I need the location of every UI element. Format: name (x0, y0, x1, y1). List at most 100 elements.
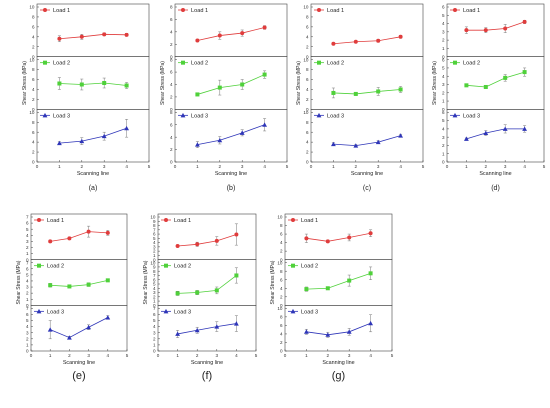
legend-label: Load 2 (463, 61, 480, 67)
y-tick-label: 10 (303, 5, 309, 10)
x-tick-label: 2 (196, 353, 199, 358)
x-tick-label: 4 (399, 164, 402, 169)
y-tick-label: 8 (32, 120, 35, 125)
x-tick-label: 0 (446, 164, 449, 169)
legend-marker (290, 308, 296, 314)
series-line (197, 27, 265, 41)
y-tick-label: 7 (26, 260, 29, 265)
panel-frame (36, 109, 150, 163)
data-point (262, 25, 267, 30)
data-point (214, 238, 219, 243)
legend-marker (180, 112, 186, 118)
legend-marker (164, 218, 168, 222)
y-tick-label: 0 (442, 160, 445, 165)
y-tick-label: 4 (170, 135, 173, 140)
y-tick-label: 4 (26, 233, 29, 238)
y-tick-label: 8 (32, 67, 35, 72)
data-point (376, 38, 381, 43)
y-tick-label: 6 (32, 130, 35, 135)
y-tick-label: 7 (153, 306, 156, 311)
y-tick-label: 0 (32, 107, 35, 112)
series-line (333, 36, 401, 45)
y-tick-label: 0 (170, 160, 173, 165)
x-tick-label: 1 (58, 164, 61, 169)
y-tick-label: 4 (153, 286, 156, 291)
chart-2: 0 2 4 6 8 Load 1 0 2 4 6 8 Load 2 0 2 4 6 8 Load 3 0 1 2 3 4 5 S… (160, 3, 289, 192)
y-tick-label: 2 (280, 294, 283, 299)
x-tick-label: 1 (305, 353, 308, 358)
x-tick-label: 5 (126, 353, 129, 358)
data-point (353, 39, 358, 44)
y-tick-label: 5 (442, 66, 445, 71)
y-tick-label: 7 (26, 215, 29, 220)
series-line (466, 128, 525, 140)
data-point (398, 34, 403, 39)
x-tick-label: 2 (219, 164, 222, 169)
y-tick-label: 2 (26, 291, 29, 296)
x-tick-label: 3 (348, 353, 351, 358)
y-tick-label: 1 (153, 343, 156, 348)
panel-3: 0 2 4 6 8 Load 3 (170, 109, 288, 165)
series-line (466, 21, 525, 31)
legend-label: Load 1 (327, 8, 344, 14)
x-axis-label: Scanning line (351, 171, 383, 177)
y-tick-label: 10 (150, 215, 156, 220)
y-tick-label: 9 (153, 265, 156, 270)
series-line (306, 232, 371, 242)
legend-label: Load 1 (174, 218, 191, 224)
data-point (368, 231, 373, 236)
panel-frame (446, 56, 545, 110)
panel-frame (30, 305, 128, 352)
y-tick-label: 6 (170, 17, 173, 22)
y-axis-label: Shear Stress (MPa) (22, 61, 28, 105)
series-line (333, 89, 401, 95)
y-tick-label: 2 (26, 245, 29, 250)
x-tick-label: 4 (369, 353, 372, 358)
legend-marker (42, 112, 48, 118)
y-tick-label: 2 (442, 38, 445, 43)
panel-2: 0 1 2 3 4 5 6 Load 2 (442, 56, 545, 112)
y-tick-label: 2 (280, 340, 283, 345)
data-point (483, 28, 488, 33)
series-line (333, 135, 401, 147)
panel-2: 0 2 4 6 8 10 Load 2 (29, 56, 150, 112)
data-point (195, 92, 200, 97)
y-tick-label: 1 (153, 253, 156, 258)
y-tick-label: 8 (153, 223, 156, 228)
data-point (195, 142, 200, 147)
data-point (325, 239, 330, 244)
x-tick-label: 1 (49, 353, 52, 358)
data-point (217, 33, 222, 38)
panel-frame (157, 259, 257, 306)
legend-marker (43, 8, 47, 12)
series-line (306, 272, 371, 290)
x-tick-label: 0 (174, 164, 177, 169)
y-tick-label: 2 (306, 44, 309, 49)
data-point (86, 282, 91, 287)
x-tick-label: 3 (87, 353, 90, 358)
y-tick-label: 2 (170, 147, 173, 152)
y-tick-label: 6 (26, 266, 29, 271)
y-tick-label: 4 (442, 126, 445, 131)
y-tick-label: 0 (26, 349, 29, 354)
y-tick-label: 6 (442, 57, 445, 62)
legend-marker (291, 218, 295, 222)
data-point (522, 126, 527, 131)
y-tick-label: 0 (26, 257, 29, 262)
panel-frame (446, 109, 545, 163)
y-tick-label: 5 (153, 318, 156, 323)
y-tick-label: 2 (442, 90, 445, 95)
data-point (79, 82, 84, 87)
y-axis-label: Shear Stress (MPa) (143, 260, 149, 304)
data-point (217, 85, 222, 90)
subfigure-caption: (a) (89, 185, 98, 192)
y-tick-label: 4 (170, 29, 173, 34)
x-tick-label: 2 (327, 353, 330, 358)
series-line (50, 279, 108, 287)
y-tick-label: 4 (442, 21, 445, 26)
